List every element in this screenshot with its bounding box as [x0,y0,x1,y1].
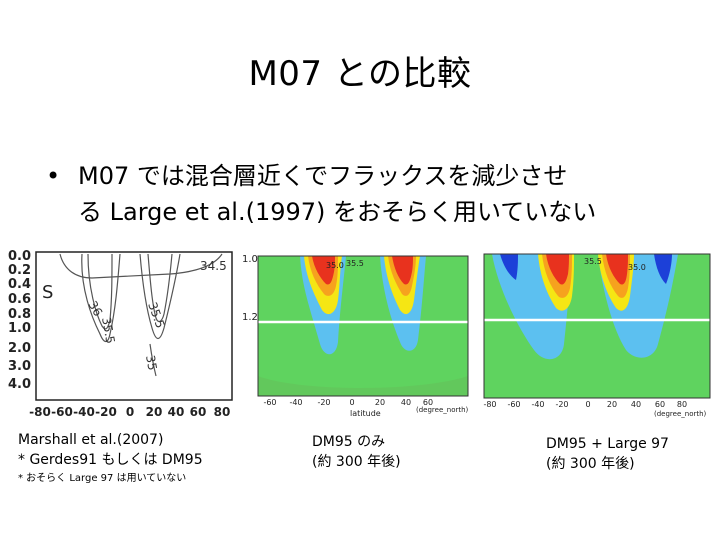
right-x-tick: 0 [585,400,590,409]
right-red-region [546,254,569,285]
mid-x-axis: -60 -40 -20 0 20 40 60 [263,398,433,407]
bullet-line-2: る Large et al.(1997) をおそらく用いていない [78,198,597,226]
contour-label: 35.5 [99,316,117,345]
caption-left-line2: * Gerdes91 もしくは DM95 [18,452,203,468]
figure-dm95-large97: -80 -60 -40 -20 0 20 40 60 80 (degree_no… [483,253,711,418]
right-x-tick: -20 [555,400,568,409]
left-x-tick: -60 [51,405,73,419]
right-x-tick: 60 [655,400,665,409]
caption-right-line2: (約 300 年後) [546,456,635,472]
mid-x-tick: -20 [317,398,330,407]
left-contours [59,253,223,377]
right-x-axis: -80 -60 -40 -20 0 20 40 60 80 [483,400,687,409]
left-y-axis: 0.0 0.2 0.4 0.6 0.8 1.0 2.0 3.0 4.0 [8,249,31,392]
caption-right-line1: DM95 + Large 97 [546,436,669,452]
left-y-tick: 1.0 [8,321,31,336]
left-x-tick: 0 [126,405,134,419]
figure-marshall-salinity: 0.0 0.2 0.4 0.6 0.8 1.0 2.0 3.0 4.0 -80 … [8,249,233,419]
mid-x-label: latitude [350,409,381,418]
right-x-unit: (degree_north) [654,410,707,418]
left-x-tick: 40 [168,405,185,419]
caption-mid-line1: DM95 のみ [312,434,386,450]
mid-red-region [392,256,413,285]
left-y-tick: 3.0 [8,359,31,374]
left-y-tick: 0.8 [8,307,31,322]
contour-label: 35.0 [326,261,344,270]
left-x-tick: 80 [214,405,231,419]
left-x-tick: 60 [190,405,207,419]
figure-dm95-only: 1.0 1.2 -60 -40 -20 0 20 40 60 latitude … [242,254,469,418]
mid-red-region [312,256,335,285]
contour-line [147,253,173,323]
mid-bottom-region [258,376,468,396]
left-y-tick: 0.4 [8,277,31,292]
contour-line [59,253,223,279]
left-contour-labels: 34.5 35.5 36 35.5 35 [85,259,226,372]
contour-label: 36 [85,299,105,319]
bullet-line-1: M07 では混合層近くでフラックスを減少させ [78,162,568,190]
mid-x-tick: 20 [375,398,385,407]
left-x-tick: -80 [29,405,51,419]
mid-x-tick: 0 [349,398,354,407]
mid-plot-frame [257,255,469,397]
right-x-tick: -80 [483,400,496,409]
right-x-tick: 20 [607,400,617,409]
panel-label: S [42,282,53,303]
mid-contour-labels: 35.0 35.5 [326,259,364,270]
right-x-tick: -60 [507,400,520,409]
contour-label: 35.5 [346,259,364,268]
left-x-tick: -20 [95,405,117,419]
contour-line [81,253,121,343]
right-x-tick: -40 [531,400,544,409]
mid-plot-background [258,256,468,396]
mid-x-tick: -40 [289,398,302,407]
left-x-tick: -40 [73,405,95,419]
mid-x-tick: 40 [401,398,411,407]
left-y-tick: 2.0 [8,341,31,356]
left-plot-frame [35,251,233,401]
contour-label: 34.5 [200,259,227,273]
contour-label: 35.0 [628,263,646,272]
slide-title: M07 との比較 [248,54,472,94]
mid-x-tick: -60 [263,398,276,407]
left-y-tick: 0.6 [8,292,31,307]
right-blue-region [654,254,672,284]
caption-left-note: * おそらく Large 97 は用いていない [18,473,187,484]
contour-label: 35.5 [584,257,602,266]
caption-mid-line2: (約 300 年後) [312,454,401,470]
contour-line [149,343,157,377]
right-plot-frame [483,253,711,399]
contour-line [87,253,113,330]
right-x-tick: 80 [677,400,687,409]
mid-y-tick: 1.0 [242,254,258,265]
mid-y-tick: 1.2 [242,312,258,323]
left-y-tick: 0.0 [8,249,31,264]
mid-y-axis: 1.0 1.2 [242,254,258,323]
contour-line [139,253,181,340]
right-contour-labels: 35.5 35.0 [584,257,646,272]
left-y-tick: 4.0 [8,377,31,392]
right-x-tick: 40 [631,400,641,409]
left-x-tick: 20 [146,405,163,419]
left-y-tick: 0.2 [8,263,31,278]
bullet-point: • M07 では混合層近くでフラックスを減少させ る Large et al.(… [46,158,686,230]
left-x-axis: -80 -60 -40 -20 0 20 40 60 80 [29,405,230,419]
contour-label: 35 [143,354,159,371]
bullet-text: M07 では混合層近くでフラックスを減少させ る Large et al.(19… [78,158,686,230]
right-red-region [606,254,628,285]
mid-x-tick: 60 [423,398,433,407]
bullet-dot-icon: • [46,162,61,190]
caption-left-line1: Marshall et al.(2007) [18,432,164,448]
mid-x-unit: (degree_north) [416,406,469,414]
right-blue-region [500,254,518,280]
